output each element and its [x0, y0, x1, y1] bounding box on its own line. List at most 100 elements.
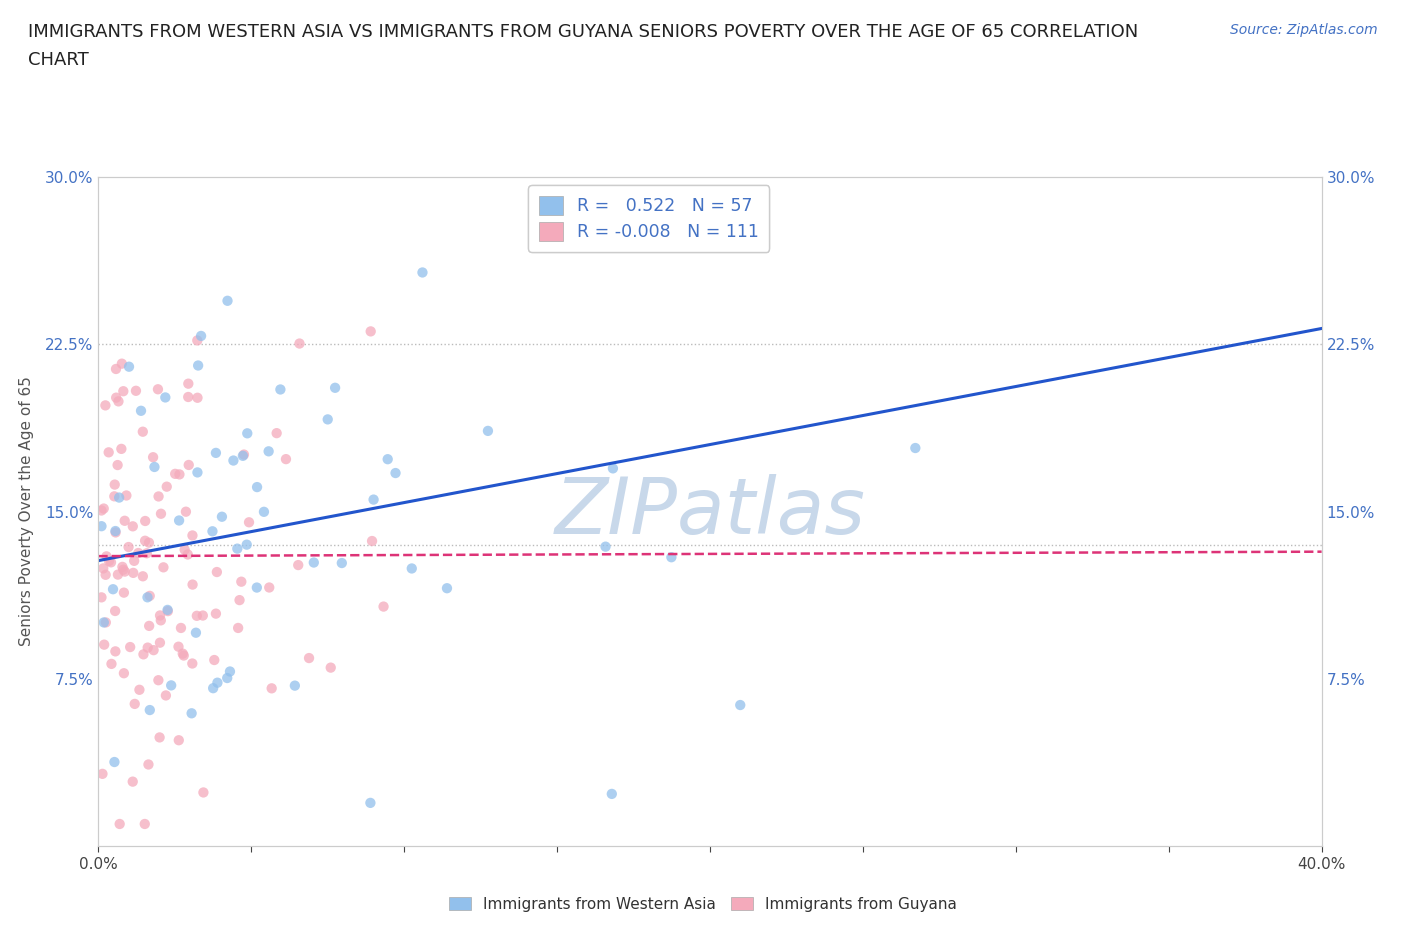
Point — [187, 358, 209, 373]
Point — [193, 785, 215, 800]
Point — [111, 560, 134, 575]
Point — [108, 817, 131, 831]
Point — [155, 390, 177, 405]
Text: Source: ZipAtlas.com: Source: ZipAtlas.com — [1230, 23, 1378, 37]
Point — [202, 653, 225, 668]
Point — [602, 461, 624, 476]
Point — [173, 648, 195, 663]
Point — [181, 656, 204, 671]
Point — [266, 426, 288, 441]
Point — [298, 651, 321, 666]
Point — [136, 590, 159, 604]
Point — [323, 380, 346, 395]
Point — [246, 580, 269, 595]
Point — [96, 549, 118, 564]
Point — [384, 466, 406, 481]
Y-axis label: Seniors Poverty Over the Age of 65: Seniors Poverty Over the Age of 65 — [18, 377, 34, 646]
Point — [138, 618, 160, 633]
Point — [186, 465, 208, 480]
Point — [142, 643, 165, 658]
Point — [205, 565, 228, 579]
Point — [104, 525, 127, 540]
Point — [274, 452, 297, 467]
Point — [287, 558, 309, 573]
Point — [156, 604, 179, 618]
Point — [143, 459, 166, 474]
Point — [105, 362, 128, 377]
Point — [121, 774, 143, 789]
Point — [411, 265, 433, 280]
Point — [177, 458, 200, 472]
Point — [257, 444, 280, 458]
Point — [132, 569, 155, 584]
Point — [330, 555, 353, 570]
Point — [93, 615, 115, 630]
Point — [217, 671, 239, 685]
Point — [125, 383, 148, 398]
Point — [436, 580, 458, 595]
Point — [149, 635, 172, 650]
Point — [180, 706, 202, 721]
Point — [174, 504, 197, 519]
Point — [363, 492, 385, 507]
Point — [269, 382, 291, 397]
Point — [90, 503, 112, 518]
Point — [600, 787, 623, 802]
Point — [118, 359, 141, 374]
Point — [105, 391, 128, 405]
Legend: R =   0.522   N = 57, R = -0.008   N = 111: R = 0.522 N = 57, R = -0.008 N = 111 — [529, 185, 769, 252]
Point — [231, 574, 253, 589]
Point — [359, 795, 381, 810]
Point — [94, 398, 117, 413]
Point — [160, 678, 183, 693]
Point — [107, 394, 129, 409]
Point — [169, 467, 191, 482]
Point — [728, 698, 751, 712]
Point — [149, 613, 172, 628]
Point — [226, 541, 249, 556]
Point — [377, 452, 399, 467]
Point — [107, 567, 129, 582]
Point — [122, 553, 145, 568]
Point — [104, 644, 127, 658]
Point — [138, 757, 160, 772]
Text: CHART: CHART — [28, 51, 89, 69]
Point — [661, 550, 683, 565]
Point — [181, 528, 204, 543]
Point — [170, 620, 193, 635]
Point — [114, 513, 136, 528]
Point — [112, 563, 135, 578]
Point — [91, 561, 114, 576]
Legend: Immigrants from Western Asia, Immigrants from Guyana: Immigrants from Western Asia, Immigrants… — [443, 890, 963, 918]
Point — [222, 453, 245, 468]
Point — [228, 592, 250, 607]
Point — [373, 599, 395, 614]
Point — [904, 441, 927, 456]
Point — [139, 702, 162, 717]
Point — [207, 675, 229, 690]
Point — [149, 608, 172, 623]
Point — [98, 553, 121, 568]
Point — [165, 467, 187, 482]
Point — [120, 640, 142, 655]
Point — [205, 445, 228, 460]
Point — [217, 293, 239, 308]
Point — [138, 589, 160, 604]
Point — [235, 538, 257, 552]
Point — [117, 539, 139, 554]
Point — [91, 766, 114, 781]
Point — [167, 639, 190, 654]
Point — [226, 620, 249, 635]
Point — [142, 450, 165, 465]
Point — [477, 423, 499, 438]
Point — [260, 681, 283, 696]
Point — [177, 547, 200, 562]
Point — [129, 404, 152, 418]
Point — [135, 546, 157, 561]
Point — [110, 442, 132, 457]
Point — [302, 555, 325, 570]
Point — [284, 678, 307, 693]
Text: ZIPatlas: ZIPatlas — [554, 473, 866, 550]
Point — [90, 590, 112, 604]
Point — [246, 480, 269, 495]
